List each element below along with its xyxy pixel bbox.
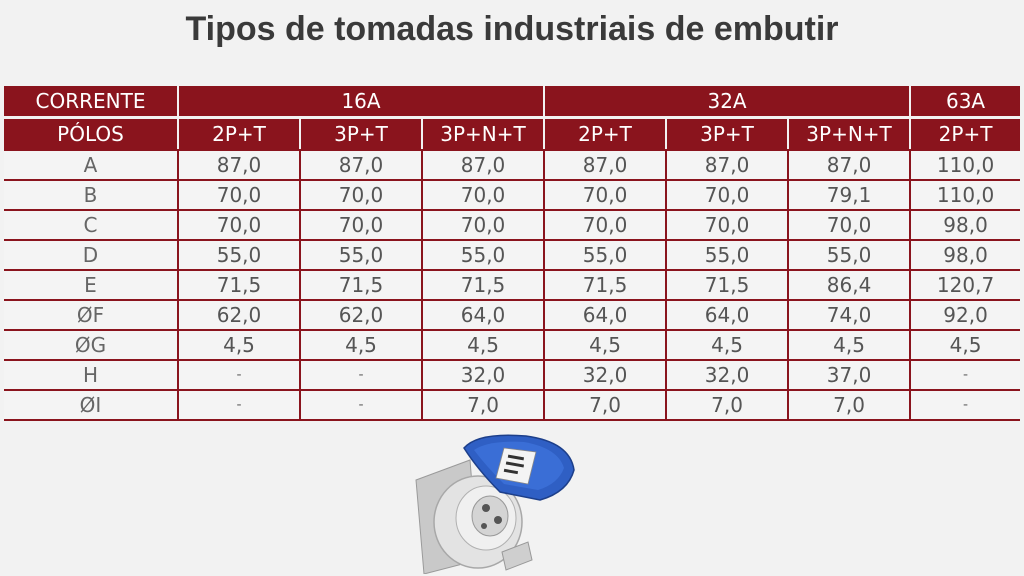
table-cell: 71,5 bbox=[543, 270, 667, 301]
table-cell: 70,0 bbox=[177, 210, 300, 241]
table-cell: 62,0 bbox=[299, 300, 422, 331]
table-cell: 71,5 bbox=[177, 270, 300, 301]
row-label: ØG bbox=[4, 330, 178, 361]
table-cell: 71,5 bbox=[299, 270, 422, 301]
row-label: C bbox=[4, 210, 178, 241]
table-cell: 98,0 bbox=[909, 240, 1021, 271]
table-row: C 70,0 70,0 70,0 70,0 70,0 70,0 98,0 bbox=[4, 210, 1021, 241]
table-cell: 70,0 bbox=[177, 180, 300, 211]
table-cell: 64,0 bbox=[665, 300, 789, 331]
row-label: ØI bbox=[4, 390, 178, 421]
table-cell: - bbox=[909, 390, 1021, 421]
table-cell: 32,0 bbox=[665, 360, 789, 391]
table-cell: 64,0 bbox=[543, 300, 667, 331]
table-body: A 87,0 87,0 87,0 87,0 87,0 87,0 110,0 B 70,0 70,0 7… bbox=[4, 150, 1021, 421]
row-label: H bbox=[4, 360, 178, 391]
table-row: H - -32,0 32,0 32,0 37,0- bbox=[4, 360, 1021, 391]
table-cell: 70,0 bbox=[299, 210, 422, 241]
header-label-poles: PÓLOS bbox=[4, 117, 178, 151]
header-col: 2P+T bbox=[543, 117, 667, 151]
header-col: 2P+T bbox=[177, 117, 300, 151]
table-cell: 71,5 bbox=[420, 270, 545, 301]
table-cell: 110,0 bbox=[909, 180, 1021, 211]
table-row: E 71,5 71,5 71,5 71,5 71,5 86,4 120,7 bbox=[4, 270, 1021, 301]
industrial-socket-icon bbox=[415, 434, 575, 574]
table-cell: 4,5 bbox=[787, 330, 911, 361]
table-cell: 32,0 bbox=[543, 360, 667, 391]
table-cell: 55,0 bbox=[177, 240, 300, 271]
table-cell: 92,0 bbox=[909, 300, 1021, 331]
header-row-poles: PÓLOS 2P+T 3P+T 3P+N+T 2P+T 3P+T 3P+N+T … bbox=[4, 117, 1021, 151]
table-cell: 79,1 bbox=[787, 180, 911, 211]
table-cell: 4,5 bbox=[420, 330, 545, 361]
table-cell: 70,0 bbox=[420, 210, 545, 241]
table-cell: 70,0 bbox=[543, 210, 667, 241]
table-cell: 55,0 bbox=[665, 240, 789, 271]
table-cell: 32,0 bbox=[420, 360, 545, 391]
table-cell: 7,0 bbox=[787, 390, 911, 421]
table-cell: 120,7 bbox=[909, 270, 1021, 301]
header-col: 3P+N+T bbox=[787, 117, 911, 151]
row-label: A bbox=[4, 150, 178, 181]
table-row: ØI - -7,0 7,0 7,0 7,0- bbox=[4, 390, 1021, 421]
table-cell: - bbox=[177, 360, 300, 391]
table-cell: 86,4 bbox=[787, 270, 911, 301]
table-cell: 55,0 bbox=[299, 240, 422, 271]
table-cell: 55,0 bbox=[543, 240, 667, 271]
table-row: ØF 62,0 62,0 64,0 64,0 64,0 74,0 92,0 bbox=[4, 300, 1021, 331]
header-col: 3P+N+T bbox=[420, 117, 545, 151]
header-group-32a: 32A bbox=[543, 86, 911, 119]
page-title: Tipos de tomadas industriais de embutir bbox=[185, 10, 839, 48]
table-cell: 64,0 bbox=[420, 300, 545, 331]
table-cell: 110,0 bbox=[909, 150, 1021, 181]
table-cell: 87,0 bbox=[543, 150, 667, 181]
header-group-63a: 63A bbox=[909, 86, 1021, 119]
table-row: A 87,0 87,0 87,0 87,0 87,0 87,0 110,0 bbox=[4, 150, 1021, 181]
row-label: ØF bbox=[4, 300, 178, 331]
table-cell: 4,5 bbox=[909, 330, 1021, 361]
table-cell: 87,0 bbox=[787, 150, 911, 181]
table-row: ØG 4,5 4,5 4,5 4,5 4,5 4,5 4,5 bbox=[4, 330, 1021, 361]
row-label: D bbox=[4, 240, 178, 271]
table-cell: 55,0 bbox=[420, 240, 545, 271]
table-cell: 55,0 bbox=[787, 240, 911, 271]
header-label-current: CORRENTE bbox=[4, 86, 178, 119]
table-cell: 74,0 bbox=[787, 300, 911, 331]
table-cell: 7,0 bbox=[543, 390, 667, 421]
table-row: B 70,0 70,0 70,0 70,0 70,0 79,1 110,0 bbox=[4, 180, 1021, 211]
header-col: 3P+T bbox=[299, 117, 422, 151]
table-cell: 62,0 bbox=[177, 300, 300, 331]
table-cell: 70,0 bbox=[787, 210, 911, 241]
dimensions-table: CORRENTE 16A 32A 63A PÓLOS 2P+T 3P+T 3P+… bbox=[4, 86, 1021, 421]
table-cell: 37,0 bbox=[787, 360, 911, 391]
table-cell: 4,5 bbox=[299, 330, 422, 361]
row-label: E bbox=[4, 270, 178, 301]
table-cell: 70,0 bbox=[299, 180, 422, 211]
table-cell: 4,5 bbox=[543, 330, 667, 361]
header-row-current: CORRENTE 16A 32A 63A bbox=[4, 86, 1021, 119]
table-cell: - bbox=[909, 360, 1021, 391]
header-group-16a: 16A bbox=[176, 86, 545, 119]
table-cell: 4,5 bbox=[177, 330, 300, 361]
table-cell: 98,0 bbox=[909, 210, 1021, 241]
table-cell: 4,5 bbox=[665, 330, 789, 361]
table-cell: 87,0 bbox=[177, 150, 300, 181]
table-cell: 70,0 bbox=[665, 180, 789, 211]
table-cell: 71,5 bbox=[665, 270, 789, 301]
table-cell: 70,0 bbox=[543, 180, 667, 211]
table-cell: - bbox=[299, 360, 422, 391]
table-cell: 7,0 bbox=[665, 390, 789, 421]
table-cell: 70,0 bbox=[665, 210, 789, 241]
table-cell: 87,0 bbox=[665, 150, 789, 181]
table-cell: 70,0 bbox=[420, 180, 545, 211]
table-cell: 7,0 bbox=[420, 390, 545, 421]
table-cell: - bbox=[177, 390, 300, 421]
table-cell: 87,0 bbox=[299, 150, 422, 181]
table-row: D 55,0 55,0 55,0 55,0 55,0 55,0 98,0 bbox=[4, 240, 1021, 271]
header-col: 3P+T bbox=[665, 117, 789, 151]
table-cell: 87,0 bbox=[420, 150, 545, 181]
header-col: 2P+T bbox=[909, 117, 1021, 151]
row-label: B bbox=[4, 180, 178, 211]
table-cell: - bbox=[299, 390, 422, 421]
